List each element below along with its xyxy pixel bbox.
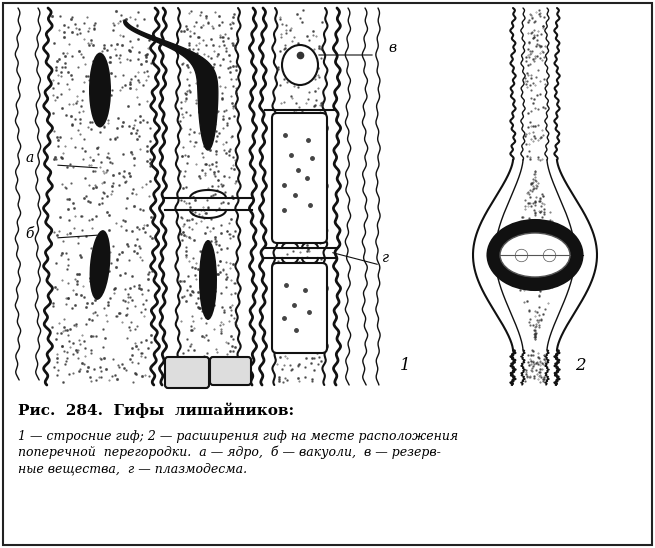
Ellipse shape xyxy=(500,233,570,277)
Text: в: в xyxy=(388,41,396,55)
Ellipse shape xyxy=(282,45,318,85)
Ellipse shape xyxy=(90,230,111,300)
Text: ные вещества,  г — плазмодесма.: ные вещества, г — плазмодесма. xyxy=(18,462,247,475)
Ellipse shape xyxy=(199,240,217,320)
Text: 1: 1 xyxy=(400,357,411,374)
Text: 2: 2 xyxy=(575,357,586,374)
FancyBboxPatch shape xyxy=(272,113,327,243)
FancyBboxPatch shape xyxy=(272,263,327,353)
Polygon shape xyxy=(124,20,218,150)
Text: г: г xyxy=(382,251,389,265)
Text: а: а xyxy=(26,151,34,165)
Text: б: б xyxy=(26,227,34,241)
Text: Рис.  284.  Гифы  лишайников:: Рис. 284. Гифы лишайников: xyxy=(18,402,294,418)
Text: 1 — стросние гиф; 2 — расширения гиф на месте расположения: 1 — стросние гиф; 2 — расширения гиф на … xyxy=(18,430,458,443)
FancyBboxPatch shape xyxy=(210,357,251,385)
Ellipse shape xyxy=(89,53,111,128)
Ellipse shape xyxy=(487,220,582,290)
Text: поперечной  перегородки.  а — ядро,  б — вакуоли,  в — резерв-: поперечной перегородки. а — ядро, б — ва… xyxy=(18,446,441,459)
FancyBboxPatch shape xyxy=(165,357,209,388)
